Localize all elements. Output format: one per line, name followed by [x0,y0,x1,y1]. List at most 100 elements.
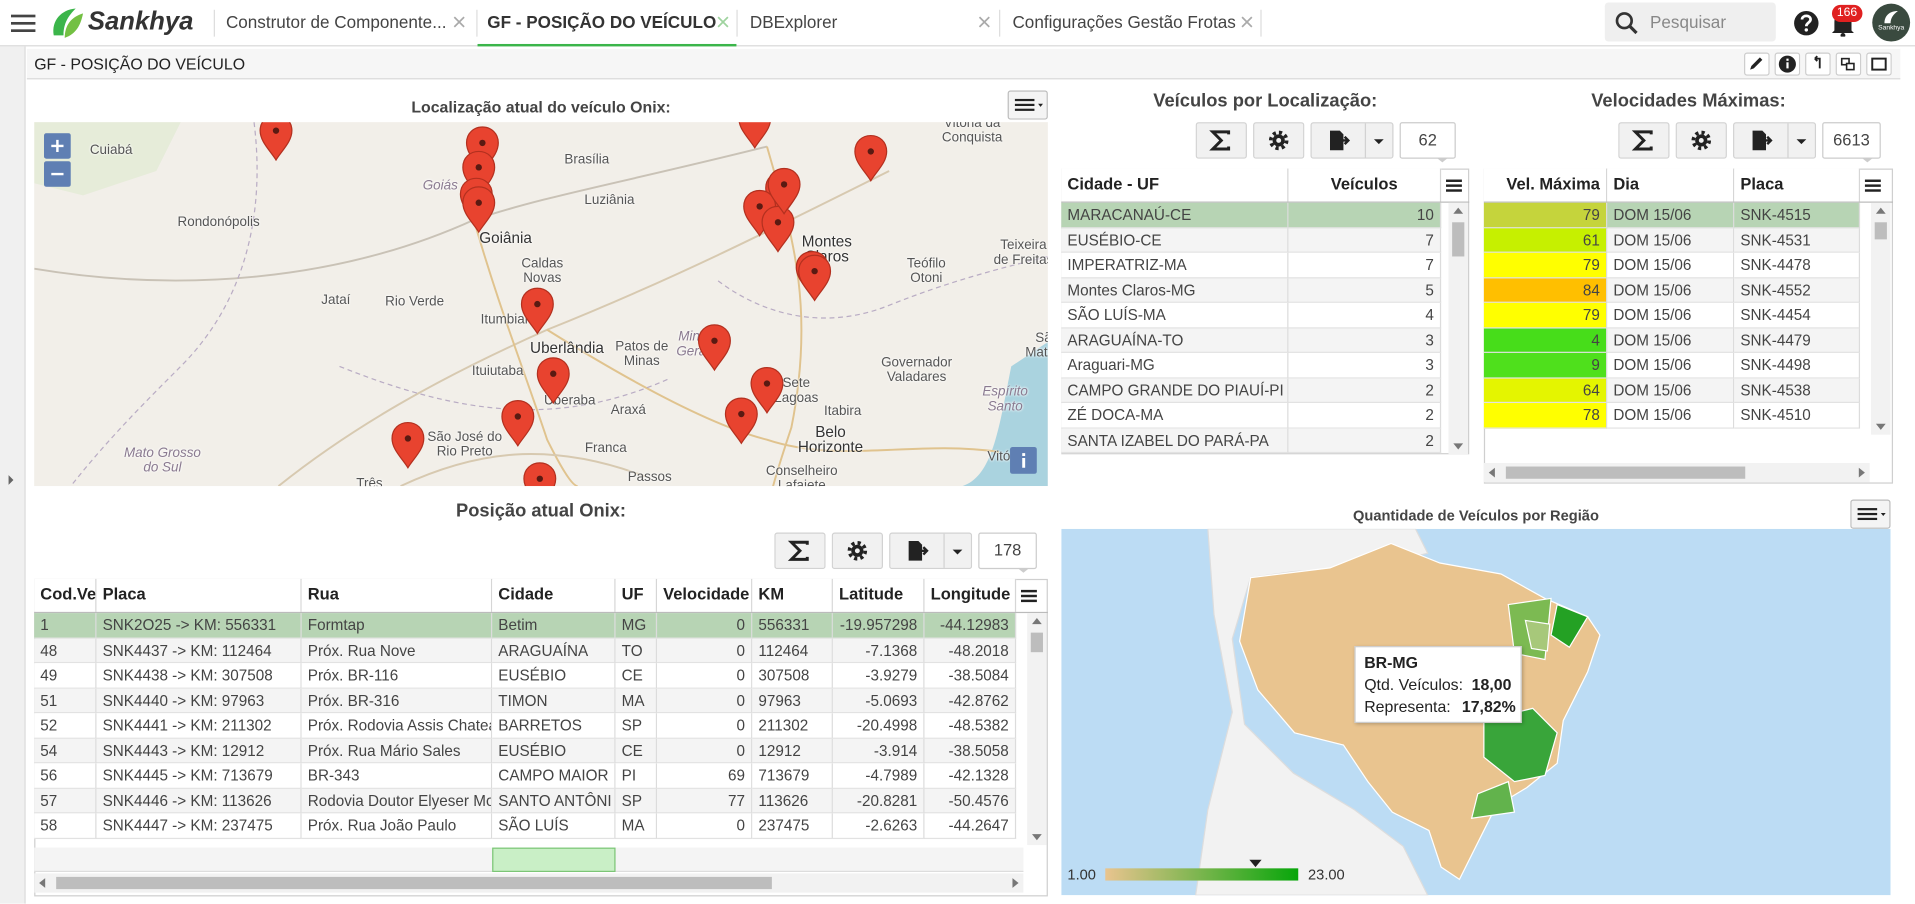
column-menu[interactable] [1020,586,1040,606]
marker-dot [534,300,541,308]
sum-button[interactable] [1195,122,1247,159]
table-cell: -44.2647 [924,813,1017,839]
title-action[interactable] [1744,52,1770,76]
search-box[interactable]: Pesquisar [1604,2,1776,42]
export-button[interactable] [1310,122,1394,159]
title-action[interactable] [1866,52,1892,76]
column-header[interactable]: Placa [1734,168,1861,202]
export-button[interactable] [889,532,973,570]
table-cell: SANTA IZABEL DO PARÁ-PA [1061,428,1289,454]
column-header[interactable]: Vel. Máxima [1483,168,1608,202]
export-arrow [915,546,929,556]
map-label: Goiás [422,178,458,193]
scroll-up [1875,207,1886,214]
search-lens [1615,12,1634,30]
column-header[interactable]: UF [615,578,658,612]
column-menu[interactable] [1445,176,1465,196]
column-header[interactable]: Placa [96,578,302,612]
table-cell: 97963 [752,688,833,714]
title-action[interactable] [1774,52,1801,76]
table-cell: 61 [1483,227,1608,253]
table-cell: SNK-4531 [1734,227,1861,253]
panel-menu[interactable] [1007,90,1048,120]
marker-dot [711,337,718,344]
table-cell: DOM 15/06 [1607,327,1735,353]
table-cell: MA [615,813,658,839]
marker-dot [738,410,745,418]
table-cell: 3 [1288,352,1442,378]
map[interactable]: Cuiabá Brasília Goiás Luziânia Rondonópolis G… [34,122,1048,487]
horizontal-scrollbar[interactable] [1483,462,1870,483]
table-cell: 69 [657,763,753,789]
column-header[interactable]: Velocidade [657,578,753,612]
vertical-scrollbar[interactable] [1871,202,1891,435]
export-caret [1373,139,1384,145]
table-cell: SNK-4510 [1734,403,1861,429]
sum-button[interactable] [774,532,826,570]
column-header[interactable]: Rua [301,578,493,612]
vehicle-marker [767,167,801,215]
menu-icon[interactable] [10,12,37,34]
vertical-scrollbar[interactable] [1448,202,1469,455]
avatar[interactable]: Sankhya [1872,3,1911,42]
table-cell: SNK4447 -> KM: 237475 [96,813,302,839]
column-header[interactable]: Cidade [492,578,616,612]
table-cell: 10 [1288,202,1442,228]
column-menu[interactable] [1864,176,1884,196]
table-cell: PI [615,763,658,789]
gear-teeth [847,541,868,561]
tab-active[interactable]: GF - POSIÇÃO DO VEÍCULO [487,12,717,32]
header-rule [1061,201,1470,203]
side-toggle[interactable] [6,474,16,486]
sum-button[interactable] [1618,122,1670,159]
horizontal-scrollbar[interactable] [34,873,1024,893]
table-cell: -20.8281 [832,788,925,814]
panel-title: Localização atual do veículo Onix: [411,97,671,117]
table-cell: SP [615,713,658,739]
tab-close[interactable] [452,15,467,30]
settings-button[interactable] [831,532,883,570]
tab-close[interactable] [977,15,992,30]
title-action[interactable] [1805,52,1831,76]
map-label: Uberlândia [530,339,604,357]
table-cell: CE [615,663,658,689]
scroll-down [1875,423,1886,430]
export-button[interactable] [1733,122,1817,159]
table-cell: 49 [34,663,97,689]
table-cell: 54 [34,738,97,764]
column-header[interactable]: Veículos [1288,168,1442,202]
table-cell: IMPERATRIZ-MA [1061,252,1289,278]
scroll-thumb [1874,222,1887,240]
help-mark [1800,14,1812,27]
settings-button[interactable] [1253,122,1305,159]
title-action[interactable] [1835,52,1862,76]
page-title: GF - POSIÇÃO DO VEÍCULO [34,54,246,74]
tab-separator [999,9,1001,37]
tab[interactable]: Construtor de Componente... [225,12,447,32]
column-header[interactable]: Latitude [832,578,925,612]
column-header[interactable]: Cod.Ve [34,578,97,612]
vehicle-marker [697,324,731,372]
help-icon[interactable] [1793,10,1820,37]
info-dot [1022,453,1026,457]
panel-menu[interactable] [1850,499,1891,529]
close-icon [978,16,990,28]
column-header[interactable]: KM [752,578,833,612]
table-cell: 0 [657,813,753,839]
table-cell: -2.6263 [832,813,925,839]
vertical-scrollbar[interactable] [1027,613,1047,846]
table-cell: TO [615,638,658,664]
tab[interactable]: DBExplorer [749,12,838,32]
table-cell: Próx. Rodovia Assis Chatea [301,713,493,739]
marker-dot [514,413,522,420]
map-info[interactable] [1010,446,1037,474]
column-header[interactable]: Dia [1607,168,1735,202]
table-cell: -50.4576 [924,788,1017,814]
column-header[interactable]: Longitude [924,578,1017,612]
column-header[interactable]: Cidade - UF [1061,168,1289,202]
zoom-control[interactable] [43,133,71,187]
tab[interactable]: Configurações Gestão Frotas [1012,12,1236,32]
tab-close[interactable] [716,15,731,30]
tab-close[interactable] [1240,15,1255,30]
settings-button[interactable] [1675,122,1727,159]
